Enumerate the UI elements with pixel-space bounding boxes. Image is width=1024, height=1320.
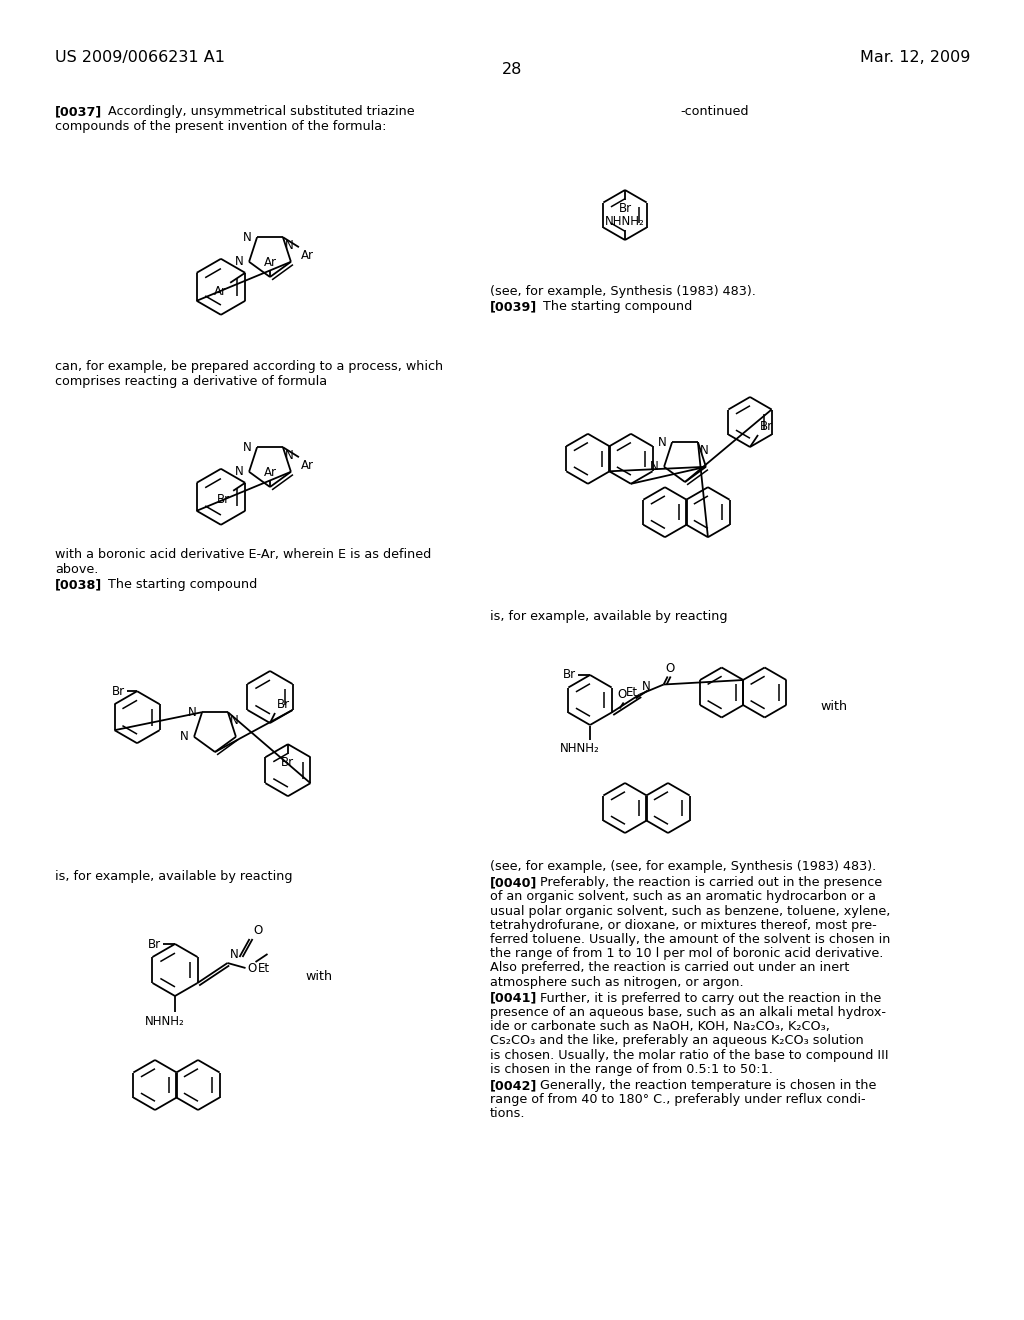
Text: Further, it is preferred to carry out the reaction in the: Further, it is preferred to carry out th… (540, 991, 882, 1005)
Text: [0042]: [0042] (490, 1078, 538, 1092)
Text: (see, for example, Synthesis (1983) 483).: (see, for example, Synthesis (1983) 483)… (490, 285, 756, 298)
Text: Br: Br (760, 420, 773, 433)
Text: Mar. 12, 2009: Mar. 12, 2009 (859, 50, 970, 65)
Text: can, for example, be prepared according to a process, which: can, for example, be prepared according … (55, 360, 443, 374)
Text: Br: Br (618, 202, 632, 215)
Text: [0041]: [0041] (490, 991, 538, 1005)
Text: compounds of the present invention of the formula:: compounds of the present invention of th… (55, 120, 386, 133)
Text: (see, for example, (see, for example, Synthesis (1983) 483).: (see, for example, (see, for example, Sy… (490, 861, 877, 873)
Text: Ar: Ar (263, 256, 276, 269)
Text: Ar: Ar (301, 249, 314, 263)
Text: The starting compound: The starting compound (543, 300, 692, 313)
Text: Accordingly, unsymmetrical substituted triazine: Accordingly, unsymmetrical substituted t… (108, 106, 415, 117)
Text: NHNH₂: NHNH₂ (560, 742, 600, 755)
Text: N: N (285, 449, 294, 462)
Text: the range of from 1 to 10 l per mol of boronic acid derivative.: the range of from 1 to 10 l per mol of b… (490, 948, 884, 960)
Text: above.: above. (55, 564, 98, 576)
Text: N: N (642, 680, 650, 693)
Text: Also preferred, the reaction is carried out under an inert: Also preferred, the reaction is carried … (490, 961, 849, 974)
Text: of an organic solvent, such as an aromatic hydrocarbon or a: of an organic solvent, such as an aromat… (490, 891, 876, 903)
Text: comprises reacting a derivative of formula: comprises reacting a derivative of formu… (55, 375, 327, 388)
Text: atmosphere such as nitrogen, or argon.: atmosphere such as nitrogen, or argon. (490, 975, 743, 989)
Text: N: N (244, 231, 252, 244)
Text: tetrahydrofurane, or dioxane, or mixtures thereof, most pre-: tetrahydrofurane, or dioxane, or mixture… (490, 919, 877, 932)
Text: O: O (254, 924, 263, 937)
Text: NHNH₂: NHNH₂ (605, 215, 645, 228)
Text: [0038]: [0038] (55, 578, 102, 591)
Text: is, for example, available by reacting: is, for example, available by reacting (55, 870, 293, 883)
Text: [0040]: [0040] (490, 876, 538, 890)
Text: Et: Et (626, 685, 638, 698)
Text: Ar: Ar (214, 285, 227, 298)
Text: The starting compound: The starting compound (108, 578, 257, 591)
Text: usual polar organic solvent, such as benzene, toluene, xylene,: usual polar organic solvent, such as ben… (490, 904, 891, 917)
Text: Ar: Ar (301, 459, 314, 473)
Text: Preferably, the reaction is carried out in the presence: Preferably, the reaction is carried out … (540, 876, 882, 890)
Text: is chosen in the range of from 0.5:1 to 50:1.: is chosen in the range of from 0.5:1 to … (490, 1063, 773, 1076)
Text: ide or carbonate such as NaOH, KOH, Na₂CO₃, K₂CO₃,: ide or carbonate such as NaOH, KOH, Na₂C… (490, 1020, 829, 1034)
Text: Br: Br (217, 492, 230, 506)
Text: [0037]: [0037] (55, 106, 102, 117)
Text: N: N (236, 255, 244, 268)
Text: N: N (230, 714, 239, 727)
Text: Br: Br (112, 685, 125, 698)
Text: N: N (285, 239, 294, 252)
Text: [0039]: [0039] (490, 300, 538, 313)
Text: Et: Et (257, 961, 269, 974)
Text: Generally, the reaction temperature is chosen in the: Generally, the reaction temperature is c… (540, 1078, 877, 1092)
Text: range of from 40 to 180° C., preferably under reflux condi-: range of from 40 to 180° C., preferably … (490, 1093, 865, 1106)
Text: O: O (666, 661, 675, 675)
Text: US 2009/0066231 A1: US 2009/0066231 A1 (55, 50, 225, 65)
Text: Br: Br (147, 937, 161, 950)
Text: N: N (180, 730, 189, 743)
Text: N: N (658, 436, 667, 449)
Text: Br: Br (282, 756, 295, 770)
Text: with a boronic acid derivative E-Ar, wherein E is as defined: with a boronic acid derivative E-Ar, whe… (55, 548, 431, 561)
Text: N: N (700, 445, 709, 457)
Text: is chosen. Usually, the molar ratio of the base to compound III: is chosen. Usually, the molar ratio of t… (490, 1048, 889, 1061)
Text: N: N (229, 948, 239, 961)
Text: is, for example, available by reacting: is, for example, available by reacting (490, 610, 727, 623)
Text: O: O (617, 688, 627, 701)
Text: Br: Br (563, 668, 575, 681)
Text: N: N (244, 441, 252, 454)
Text: N: N (650, 461, 659, 474)
Text: Ar: Ar (263, 466, 276, 479)
Text: ferred toluene. Usually, the amount of the solvent is chosen in: ferred toluene. Usually, the amount of t… (490, 933, 891, 946)
Text: 28: 28 (502, 62, 522, 77)
Text: NHNH₂: NHNH₂ (145, 1015, 185, 1028)
Text: N: N (236, 465, 244, 478)
Text: tions.: tions. (490, 1107, 525, 1121)
Text: -continued: -continued (680, 106, 749, 117)
Text: N: N (188, 706, 197, 718)
Text: presence of an aqueous base, such as an alkali metal hydrox-: presence of an aqueous base, such as an … (490, 1006, 886, 1019)
Text: with: with (305, 970, 332, 983)
Text: Br: Br (278, 698, 290, 711)
Text: with: with (820, 700, 847, 713)
Text: Cs₂CO₃ and the like, preferably an aqueous K₂CO₃ solution: Cs₂CO₃ and the like, preferably an aqueo… (490, 1035, 864, 1047)
Text: O: O (248, 961, 257, 974)
